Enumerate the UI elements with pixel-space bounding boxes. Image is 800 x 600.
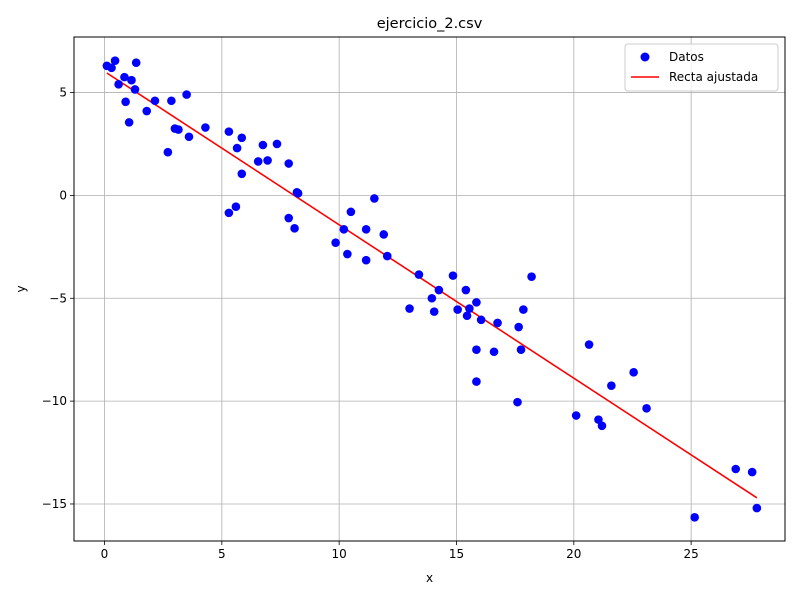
data-point — [237, 133, 247, 143]
data-point — [597, 421, 607, 431]
x-tick-label: 5 — [218, 547, 226, 561]
data-point — [127, 75, 136, 85]
data-point — [224, 127, 234, 136]
data-point — [747, 467, 757, 477]
data-point — [453, 305, 462, 314]
data-point — [284, 213, 294, 223]
data-point — [232, 143, 242, 153]
data-point — [253, 157, 263, 166]
data-point — [370, 194, 379, 203]
data-point — [184, 132, 194, 142]
data-point — [284, 159, 294, 168]
data-point — [472, 377, 481, 386]
data-point — [114, 80, 123, 89]
legend: Datos Recta ajustada — [624, 43, 779, 92]
data-point — [429, 307, 439, 316]
data-point — [258, 140, 268, 150]
data-point — [629, 368, 638, 377]
data-point — [163, 147, 173, 157]
data-point — [414, 270, 424, 279]
data-point — [174, 125, 183, 134]
data-point — [237, 169, 247, 179]
data-point — [519, 305, 528, 314]
data-point — [690, 513, 699, 522]
data-point — [516, 345, 526, 354]
data-point — [379, 230, 389, 239]
data-point — [731, 464, 741, 474]
x-tick-label: 15 — [449, 547, 464, 561]
x-tick-label: 0 — [101, 547, 109, 561]
grid — [74, 37, 785, 541]
data-point — [150, 96, 160, 106]
plot-frame — [73, 36, 786, 542]
data-point — [290, 224, 299, 233]
y-tick-label: −15 — [42, 497, 67, 511]
data-point — [472, 345, 481, 354]
data-point — [752, 503, 762, 513]
y-axis-label: y — [14, 285, 28, 292]
data-point — [343, 249, 352, 259]
x-tick-label: 25 — [683, 547, 698, 561]
data-point — [346, 207, 356, 217]
legend-marker-datos — [640, 52, 650, 62]
data-point — [448, 271, 458, 280]
legend-label-datos: Datos — [669, 50, 704, 64]
data-point — [513, 397, 522, 407]
data-point — [142, 106, 152, 116]
data-point — [489, 347, 499, 357]
data-point — [472, 298, 481, 307]
data-point — [361, 225, 371, 234]
data-point — [642, 404, 651, 413]
data-point — [110, 56, 120, 65]
data-point — [339, 225, 349, 234]
data-point — [607, 381, 616, 390]
data-point — [120, 72, 129, 82]
x-tick-label: 10 — [332, 547, 347, 561]
data-point — [514, 322, 523, 332]
data-point — [131, 58, 141, 68]
scatter-points — [102, 56, 762, 522]
y-tick-label: −10 — [42, 394, 67, 408]
y-tick-label: 5 — [59, 86, 67, 100]
data-point — [121, 97, 130, 107]
data-point — [382, 251, 392, 261]
data-point — [462, 311, 472, 321]
data-point — [107, 63, 116, 73]
data-point — [272, 139, 282, 149]
data-point — [461, 285, 471, 295]
x-axis-label: x — [426, 571, 433, 585]
data-point — [331, 238, 340, 248]
data-point — [434, 285, 444, 295]
data-point — [167, 96, 176, 106]
x-tick-label: 20 — [566, 547, 581, 561]
fit-line — [106, 72, 758, 499]
data-point — [476, 315, 486, 325]
data-point — [427, 293, 437, 303]
legend-label-recta-ajustada: Recta ajustada — [669, 70, 758, 84]
data-point — [405, 304, 414, 313]
data-point — [224, 208, 234, 218]
y-tick-label: −5 — [49, 291, 67, 305]
data-point — [263, 156, 272, 165]
data-point — [584, 340, 594, 349]
data-point — [182, 90, 191, 99]
data-point — [527, 272, 536, 281]
data-point — [465, 304, 474, 313]
data-point — [361, 255, 371, 265]
y-tick-label: 0 — [59, 188, 67, 202]
legend-box — [624, 43, 779, 92]
data-point — [571, 411, 581, 420]
data-point — [130, 85, 140, 94]
data-point — [231, 202, 241, 212]
data-point — [124, 118, 134, 127]
chart-title: ejercicio_2.csv — [377, 16, 483, 32]
data-point — [493, 318, 502, 328]
data-point — [201, 123, 210, 132]
axis-ticks: 0 5 10 15 20 25 −15 −10 −5 0 5 — [42, 86, 699, 561]
data-point — [293, 189, 303, 198]
fit-line-layer — [106, 72, 758, 499]
